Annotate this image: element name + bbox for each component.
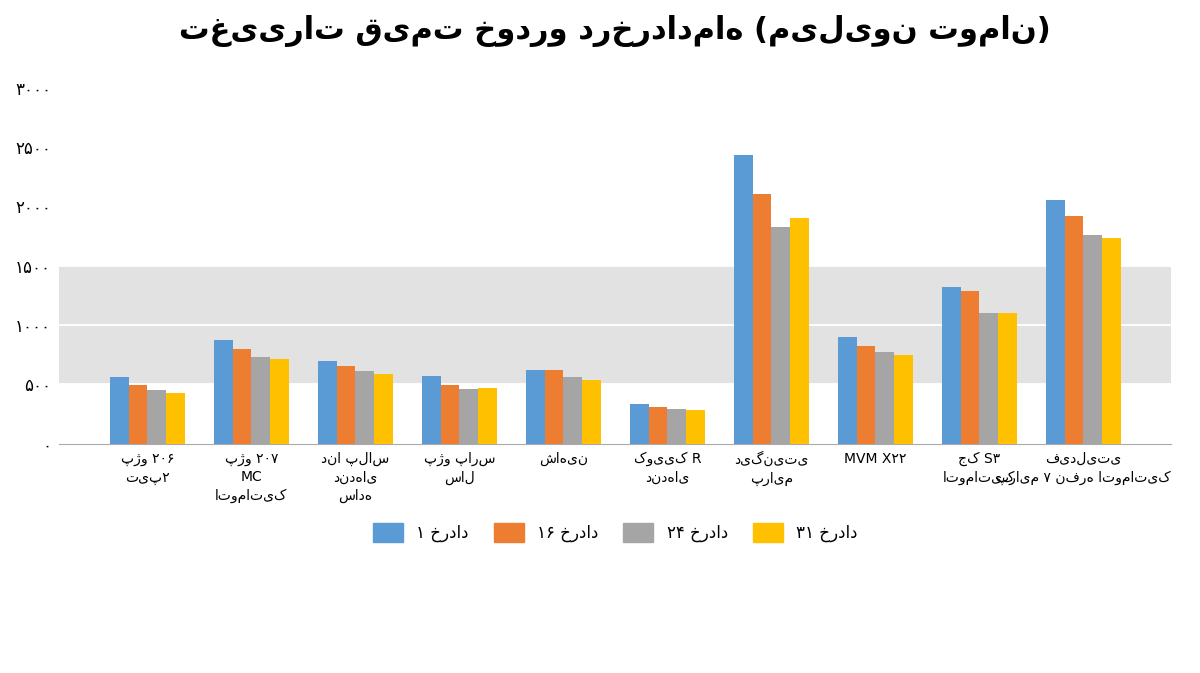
Bar	[128, 386, 148, 444]
Title: تغییرات قیمت خودرو درخردادماه (میلیون تومان): تغییرات قیمت خودرو درخردادماه (میلیون تو…	[179, 15, 1051, 47]
Bar	[526, 370, 545, 444]
Bar	[270, 359, 289, 444]
Bar	[233, 349, 251, 444]
Bar	[478, 388, 497, 444]
Bar	[148, 390, 166, 444]
Bar	[1084, 235, 1102, 444]
Bar	[875, 352, 894, 444]
Bar	[648, 406, 667, 444]
Bar	[838, 336, 857, 444]
Bar	[790, 218, 809, 444]
Bar	[1064, 216, 1084, 444]
Bar	[214, 341, 233, 444]
Bar	[166, 392, 185, 444]
Bar	[772, 227, 790, 444]
Bar	[686, 410, 704, 444]
Bar	[1102, 238, 1121, 444]
Bar	[752, 194, 772, 444]
Bar	[460, 389, 478, 444]
Bar	[374, 374, 392, 444]
Bar	[545, 370, 563, 444]
Bar	[998, 313, 1016, 444]
Bar	[894, 355, 913, 444]
Bar	[960, 291, 979, 444]
Bar	[422, 376, 440, 444]
Bar	[59, 266, 1171, 384]
Bar	[734, 155, 752, 444]
Bar	[355, 371, 374, 444]
Bar	[857, 347, 875, 444]
Bar	[563, 377, 582, 444]
Legend: ۱ خرداد, ۱۶ خرداد, ۲۴ خرداد, ۳۱ خرداد: ۱ خرداد, ۱۶ خرداد, ۲۴ خرداد, ۳۱ خرداد	[366, 517, 864, 549]
Bar	[582, 380, 601, 444]
Bar	[336, 367, 355, 444]
Bar	[318, 361, 336, 444]
Bar	[440, 386, 460, 444]
Bar	[110, 377, 128, 444]
Bar	[979, 313, 998, 444]
Bar	[1045, 201, 1064, 444]
Bar	[251, 357, 270, 444]
Bar	[667, 409, 686, 444]
Bar	[630, 404, 648, 444]
Bar	[942, 287, 960, 444]
